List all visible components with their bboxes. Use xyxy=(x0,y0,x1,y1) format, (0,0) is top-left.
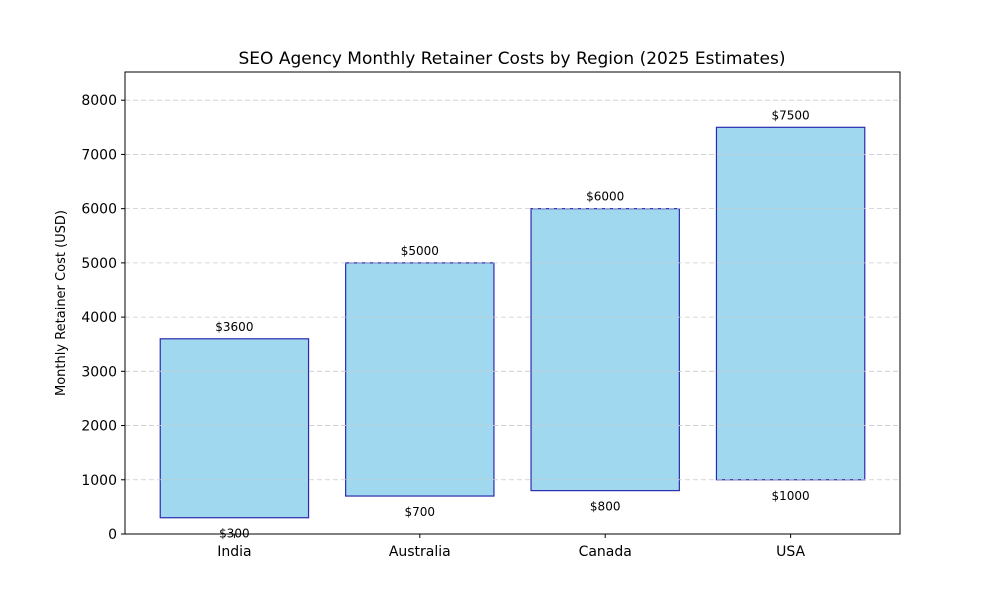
y-tick-label: 8000 xyxy=(81,93,117,109)
y-tick-label: 0 xyxy=(108,527,117,543)
bar-australia xyxy=(345,262,495,497)
y-axis: 0 1000 2000 3000 4000 5000 6000 7000 8000 xyxy=(81,93,125,543)
y-axis-label: Monthly Retainer Cost (USD) xyxy=(54,210,69,396)
y-tick-label: 2000 xyxy=(81,419,117,435)
x-tick-label: India xyxy=(217,544,251,560)
x-tick-label: Australia xyxy=(389,544,451,560)
high-label: $7500 xyxy=(772,108,810,122)
low-label: $1000 xyxy=(772,489,810,503)
y-tick-label: 7000 xyxy=(81,147,117,163)
plot-frame xyxy=(124,71,901,535)
bar-india xyxy=(159,338,310,519)
bars xyxy=(159,126,866,519)
x-tick-label: USA xyxy=(776,544,805,560)
low-label: $300 xyxy=(219,527,250,541)
data-labels: $3600 $300 $5000 $700 $6000 $800 $7500 $1000 xyxy=(215,108,809,540)
y-tick-label: 3000 xyxy=(81,364,117,380)
bar-usa xyxy=(715,126,866,481)
high-label: $3600 xyxy=(215,320,253,334)
chart-title: SEO Agency Monthly Retainer Costs by Reg… xyxy=(239,49,786,69)
bar-canada xyxy=(530,208,680,492)
high-label: $5000 xyxy=(401,244,439,258)
y-tick-label: 4000 xyxy=(81,310,117,326)
x-axis: India Australia Canada USA xyxy=(217,534,806,560)
y-tick-label: 6000 xyxy=(81,202,117,218)
y-tick-label: 1000 xyxy=(81,473,117,489)
grid-overlay xyxy=(125,99,900,481)
y-tick-label: 5000 xyxy=(81,256,117,272)
low-label: $700 xyxy=(405,505,436,519)
high-label: $6000 xyxy=(586,190,624,204)
x-tick-label: Canada xyxy=(579,544,632,560)
low-label: $800 xyxy=(590,500,621,514)
